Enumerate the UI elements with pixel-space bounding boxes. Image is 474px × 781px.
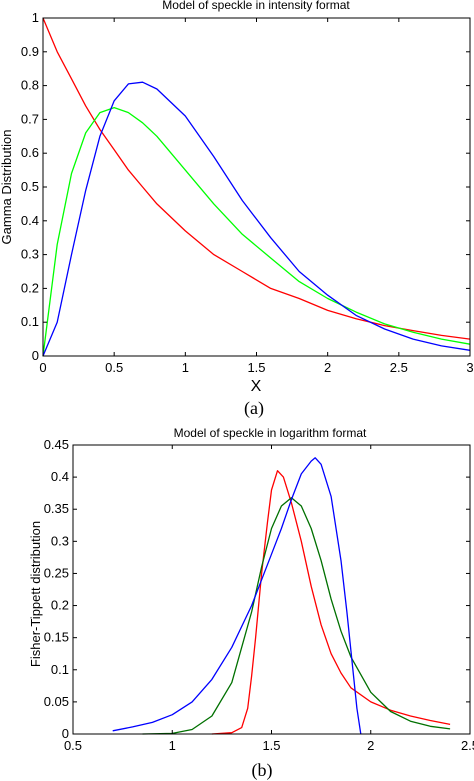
chart-b-series-group xyxy=(112,457,451,735)
chart-a-x-tick-label: 0.5 xyxy=(105,360,123,375)
chart-b-x-tick-label: 1 xyxy=(169,738,176,753)
chart-a-plot-frame xyxy=(42,17,471,357)
chart-a-xlabel: X xyxy=(251,378,262,395)
chart-a-title: Model of speckle in intensity format xyxy=(162,0,350,12)
chart-b-caption: (b) xyxy=(252,760,273,781)
chart-a-y-tick-label: 1 xyxy=(32,10,39,25)
chart-b-y-tick-label: 0.4 xyxy=(51,469,69,484)
chart-b-y-tick-label: 0.45 xyxy=(44,437,69,452)
chart-b-y-tick-label: 0.15 xyxy=(44,630,69,645)
chart-a-series-line-3 xyxy=(42,81,471,357)
chart-a-y-tick-label: 0.1 xyxy=(21,314,39,329)
chart-a-x-tick-label: 3 xyxy=(466,360,473,375)
chart-a-y-tick-label: 0.3 xyxy=(21,247,39,262)
chart-a-x-tick-label: 2 xyxy=(324,360,331,375)
chart-b-ylabel: Fisher-Tippett distribution xyxy=(28,521,43,667)
chart-a-y-tick-label: 0 xyxy=(32,348,39,363)
chart-b-series-line-3 xyxy=(112,457,362,735)
chart-a-x-tick-label: 1 xyxy=(182,360,189,375)
chart-a-y-tick-label: 0.9 xyxy=(21,44,39,59)
chart-a-x-tick-label: 2.5 xyxy=(390,360,408,375)
chart-b-title: Model of speckle in logarithm format xyxy=(174,426,367,440)
chart-b-y-tick-label: 0 xyxy=(62,726,69,741)
chart-b-y-tick-label: 0.35 xyxy=(44,501,69,516)
chart-b-x-tick-label: 2.5 xyxy=(461,738,474,753)
chart-a-series-line-1 xyxy=(42,17,471,340)
chart-b-y-tick-label: 0.3 xyxy=(51,533,69,548)
chart-b-y-tick-label: 0.05 xyxy=(44,694,69,709)
chart-a-y-tick-label: 0.2 xyxy=(21,280,39,295)
chart-a-y-tick-label: 0.6 xyxy=(21,145,39,160)
chart-b-y-tick-label: 0.2 xyxy=(51,598,69,613)
chart-a-series-line-2 xyxy=(42,106,471,357)
chart-a-y-tick-label: 0.4 xyxy=(21,213,39,228)
chart-b-x-tick-label: 2 xyxy=(367,738,374,753)
chart-b-x-tick-label: 1.5 xyxy=(262,738,280,753)
chart-b-y-tick-label: 0.25 xyxy=(44,565,69,580)
chart-b-series-line-2 xyxy=(142,497,451,735)
chart-b-y-tick-label: 0.1 xyxy=(51,662,69,677)
chart-a-series-group xyxy=(42,17,471,357)
chart-a-y-tick-label: 0.8 xyxy=(21,78,39,93)
chart-a-ylabel: Gamma Distribution xyxy=(0,130,14,245)
chart-a-x-tick-label: 1.5 xyxy=(247,360,265,375)
chart-b-x-tick-label: 0.5 xyxy=(64,738,82,753)
chart-intensity-format: Model of speckle in intensity format Gam… xyxy=(0,0,474,419)
chart-a-caption: (a) xyxy=(244,398,264,419)
chart-b-series-line-1 xyxy=(211,470,451,735)
chart-logarithm-format: Model of speckle in logarithm format Fis… xyxy=(28,426,474,781)
chart-a-y-tick-label: 0.7 xyxy=(21,111,39,126)
chart-a-y-tick-label: 0.5 xyxy=(21,179,39,194)
chart-a-x-tick-label: 0 xyxy=(39,360,46,375)
